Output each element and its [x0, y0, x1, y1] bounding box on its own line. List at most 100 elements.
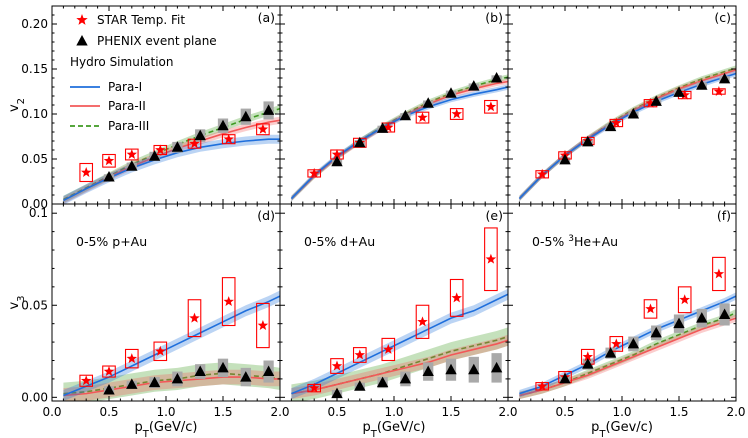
phenix-point	[354, 380, 366, 391]
x-axis-label-unit: (GeV/c)	[377, 420, 426, 435]
y-tick-label: 0.15	[21, 62, 48, 76]
system-label: 0-5% d+Au	[304, 234, 375, 249]
phenix-point	[399, 109, 412, 121]
y-tick-label: 0.05	[21, 298, 48, 312]
star-point	[80, 167, 92, 177]
phenix-point	[422, 365, 434, 377]
panel-tag: (f)	[717, 208, 731, 223]
phenix-point	[194, 365, 206, 377]
star-point	[611, 338, 622, 349]
star-syst-box	[79, 162, 94, 183]
star-syst-box	[79, 374, 94, 387]
para2-line	[290, 80, 508, 200]
x-axis-label-unit: (Gev/c)	[605, 420, 652, 435]
star-syst-box	[381, 337, 396, 362]
y-tick-label: 0.00	[21, 197, 48, 211]
phenix-point	[604, 347, 617, 358]
x-tick-label: 2.0	[726, 405, 745, 419]
star-syst-box	[330, 358, 344, 374]
x-tick-label: 1.5	[213, 405, 232, 419]
y-tick-label: 0.20	[21, 17, 48, 31]
star-syst-box	[449, 278, 464, 317]
phenix-point	[148, 150, 161, 161]
star-syst-box	[256, 302, 270, 349]
star-point	[485, 101, 497, 112]
star-point	[103, 155, 115, 166]
star-point	[223, 133, 234, 144]
phenix-point	[148, 376, 161, 388]
star-point	[257, 123, 269, 134]
phenix-point	[696, 312, 708, 323]
star-syst-box	[187, 299, 202, 338]
star-syst-box	[124, 348, 139, 369]
para1-line	[290, 86, 508, 200]
star-syst-box	[712, 256, 726, 292]
star-point	[485, 253, 497, 264]
panel-a-plot-area	[63, 101, 280, 204]
y-tick-label: 0.05	[21, 152, 48, 166]
x-tick-label: 0.0	[42, 405, 61, 419]
panel-f-plot-area	[519, 256, 736, 400]
panel-tag: (c)	[714, 10, 731, 25]
phenix-point	[171, 372, 184, 384]
y-tick-label: 0.10	[21, 107, 48, 121]
x-tick-label: 2.0	[498, 405, 517, 419]
star-point	[417, 316, 428, 327]
star-point	[451, 292, 462, 303]
x-tick-label: 0.5	[555, 405, 574, 419]
star-point	[645, 97, 656, 108]
star-syst-box	[153, 341, 168, 362]
phenix-point	[126, 378, 138, 389]
para2-band	[519, 314, 736, 400]
legend-line-label: Para-II	[108, 99, 146, 113]
panel-b: (b)	[279, 5, 509, 205]
star-syst-box	[484, 99, 498, 114]
star-point	[331, 149, 343, 159]
x-tick-label: 0.5	[327, 405, 346, 419]
star-point	[308, 167, 320, 178]
legend-phenix-marker	[76, 35, 88, 46]
y-tick-label: 0.1	[29, 206, 48, 220]
panel-c-plot-area	[518, 65, 736, 202]
phenix-point	[696, 79, 708, 90]
y-tick-label: 0.00	[21, 390, 48, 404]
star-point	[383, 343, 394, 354]
phenix-point	[217, 361, 229, 373]
para3-line	[291, 335, 508, 395]
phenix-point	[468, 363, 480, 375]
phenix-point	[718, 308, 731, 319]
star-point	[189, 312, 200, 323]
panel-tag: (a)	[258, 10, 275, 25]
phenix-point	[582, 358, 594, 369]
para1-band	[519, 70, 736, 202]
para2-line	[519, 317, 736, 397]
para1-band	[291, 84, 508, 202]
system-label-sup: 3	[568, 234, 574, 244]
star-syst-box	[643, 299, 658, 319]
phenix-point	[422, 97, 434, 108]
legend-phenix-label: PHENIX event plane	[97, 34, 217, 48]
panel-e: 0.5 1.0 1.5 2.0 pT(GeV/c) (e) 0-5% d+Au	[279, 203, 518, 438]
star-point	[103, 366, 115, 376]
phenix-point	[171, 141, 184, 152]
y-axis-label-sub: 2	[16, 98, 27, 104]
star-point	[126, 149, 138, 159]
para1-line	[291, 293, 508, 395]
system-label-prefix: 0-5%	[532, 234, 568, 249]
phenix-point	[445, 87, 457, 98]
x-tick-label: 1.0	[384, 405, 403, 419]
x-axis-label-sub: T	[142, 429, 150, 438]
phenix-point	[490, 361, 503, 373]
star-point	[611, 117, 622, 128]
phenix-point	[262, 104, 275, 115]
legend-star-marker	[76, 14, 88, 25]
star-point	[155, 345, 166, 356]
para1-line	[63, 295, 280, 397]
star-syst-box	[677, 286, 692, 314]
phenix-point	[331, 387, 343, 399]
system-label-suffix: He+Au	[574, 234, 618, 249]
star-point	[451, 108, 462, 119]
x-axis-label: pT(GeV/c)	[362, 420, 425, 438]
